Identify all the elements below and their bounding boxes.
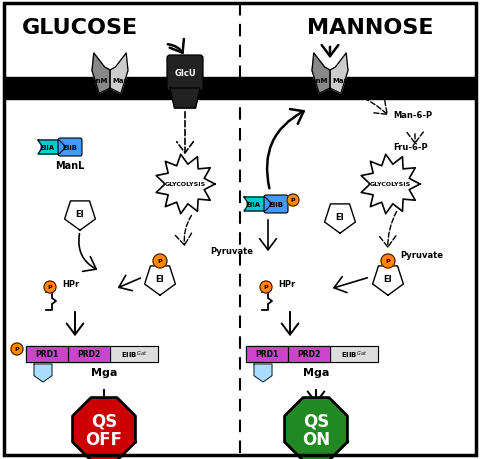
Text: EIIB$^{Gat}$: EIIB$^{Gat}$ [341,349,367,360]
Bar [68,346,110,362]
Text: Mga: Mga [303,367,329,377]
Text: EIIB: EIIB [62,145,77,151]
Polygon shape [330,54,348,94]
FancyBboxPatch shape [167,56,203,92]
Bar [330,346,378,362]
Bar [330,346,378,362]
Bar [68,346,110,362]
FancyBboxPatch shape [58,139,82,157]
Text: ManN: ManN [113,78,135,84]
Text: PRD1: PRD1 [36,350,59,359]
Polygon shape [324,204,355,234]
Text: EI: EI [76,210,84,219]
Text: EIIA: EIIA [246,202,261,207]
Text: EI: EI [384,275,392,284]
Text: PRD2: PRD2 [298,350,321,359]
Text: PRD1: PRD1 [255,350,278,359]
Circle shape [153,254,167,269]
Polygon shape [361,155,420,214]
Text: Mga: Mga [91,367,117,377]
Circle shape [381,254,395,269]
Polygon shape [72,397,135,459]
Text: P: P [15,347,19,352]
Text: GlcU: GlcU [174,69,196,78]
Bar [288,346,330,362]
Text: GLYCOLYSIS: GLYCOLYSIS [164,182,205,187]
Text: ON: ON [302,430,330,448]
Circle shape [287,195,299,207]
Polygon shape [65,202,96,231]
Text: ManN: ManN [333,78,355,84]
Text: OFF: OFF [85,430,122,448]
Text: P: P [386,259,390,264]
Polygon shape [170,89,200,109]
Bar [26,346,68,362]
Bar [288,346,330,362]
Polygon shape [110,54,128,94]
Text: GLUCOSE: GLUCOSE [22,18,138,38]
Text: P: P [48,285,52,290]
Text: QS: QS [303,412,329,430]
Bar [26,346,68,362]
Circle shape [11,343,23,355]
Text: QS: QS [91,412,117,430]
Polygon shape [34,364,52,382]
Polygon shape [244,197,272,212]
Text: MANNOSE: MANNOSE [307,18,433,38]
Text: EIIB: EIIB [268,202,284,207]
Text: P: P [291,198,295,203]
Text: GLYCOLYSIS: GLYCOLYSIS [370,182,410,187]
Bar [110,346,158,362]
Bar [4,78,476,100]
Text: PRD2: PRD2 [77,350,101,359]
Bar [246,346,288,362]
Text: ManM: ManM [84,78,108,84]
Circle shape [260,281,272,293]
Polygon shape [285,397,348,459]
Polygon shape [144,266,175,296]
Text: ManM: ManM [304,78,328,84]
Bar [246,346,288,362]
Text: EIIB$^{Gat}$: EIIB$^{Gat}$ [121,349,147,360]
Text: EI: EI [336,213,344,222]
Text: Pyruvate: Pyruvate [210,247,253,256]
Text: HPr: HPr [62,280,79,289]
Text: HPr: HPr [278,280,295,289]
Text: P: P [264,285,268,290]
Polygon shape [254,364,272,382]
Polygon shape [312,54,330,94]
FancyBboxPatch shape [264,196,288,213]
Text: Man-6-P: Man-6-P [393,111,432,120]
Circle shape [44,281,56,293]
Polygon shape [38,141,66,155]
Polygon shape [372,266,403,296]
Text: P: P [158,259,162,264]
Polygon shape [156,155,215,214]
Bar [110,346,158,362]
Text: EI: EI [156,275,164,284]
Text: Pyruvate: Pyruvate [400,250,443,259]
Polygon shape [92,54,110,94]
Text: EIIA: EIIA [40,145,55,151]
Text: ManL: ManL [55,161,84,171]
Text: Fru-6-P: Fru-6-P [393,143,428,152]
